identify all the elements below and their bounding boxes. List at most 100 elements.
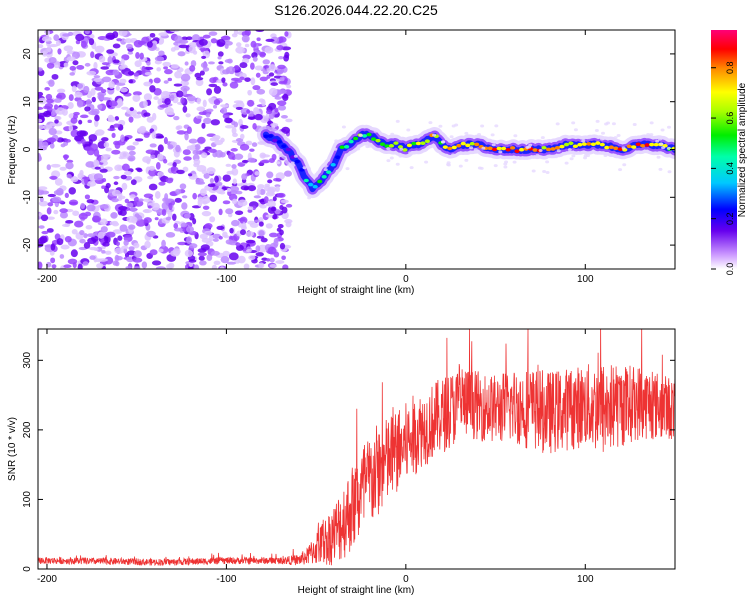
noise-blob bbox=[207, 183, 216, 188]
ridge-noise-blob bbox=[291, 163, 296, 167]
ridge-noise-blob bbox=[542, 169, 547, 173]
noise-blob bbox=[51, 264, 57, 269]
noise-blob bbox=[258, 230, 265, 237]
ridge-point bbox=[581, 142, 587, 146]
ridge-noise-blob bbox=[473, 148, 478, 152]
noise-blob bbox=[151, 131, 157, 140]
noise-blob bbox=[155, 162, 161, 170]
noise-blob bbox=[245, 140, 253, 146]
noise-blob bbox=[186, 126, 192, 135]
ridge-noise-blob bbox=[386, 147, 391, 151]
noise-blob bbox=[109, 221, 115, 226]
ridge-noise-blob bbox=[428, 121, 433, 125]
ridge-point bbox=[487, 146, 493, 151]
noise-blob bbox=[234, 79, 243, 83]
noise-blob bbox=[273, 251, 280, 258]
ridge-noise-blob bbox=[618, 168, 623, 172]
ridge-noise-blob bbox=[545, 170, 550, 174]
spectrogram-y-tick-label: 20 bbox=[22, 48, 33, 60]
noise-blob bbox=[75, 33, 85, 42]
noise-blob bbox=[212, 238, 219, 242]
noise-blob bbox=[90, 51, 95, 59]
noise-blob bbox=[66, 56, 76, 62]
noise-blob bbox=[258, 262, 265, 269]
noise-blob bbox=[53, 98, 62, 103]
figure-title: S126.2026.044.22.20.C25 bbox=[274, 2, 438, 18]
noise-blob bbox=[205, 108, 214, 113]
noise-blob bbox=[267, 179, 273, 184]
ridge-noise-blob bbox=[504, 160, 509, 164]
noise-blob bbox=[59, 254, 65, 259]
ridge-noise-blob bbox=[333, 147, 338, 151]
noise-blob bbox=[154, 217, 159, 221]
ridge-point bbox=[335, 155, 341, 160]
noise-blob bbox=[175, 188, 182, 195]
noise-blob bbox=[149, 249, 158, 256]
noise-blob bbox=[248, 255, 256, 261]
noise-blob bbox=[176, 125, 183, 130]
noise-blob bbox=[68, 199, 79, 206]
noise-blob bbox=[59, 211, 68, 219]
noise-blob bbox=[54, 119, 59, 124]
noise-blob bbox=[48, 79, 55, 87]
noise-blob bbox=[240, 125, 249, 130]
ridge-noise-blob bbox=[656, 155, 661, 159]
noise-blob bbox=[93, 159, 100, 166]
ridge-point bbox=[590, 142, 596, 147]
ridge-noise-blob bbox=[271, 125, 276, 129]
noise-blob bbox=[120, 134, 125, 143]
noise-blob bbox=[222, 82, 228, 87]
ridge-noise-blob bbox=[667, 125, 672, 129]
noise-blob bbox=[84, 106, 91, 112]
noise-blob bbox=[129, 107, 134, 112]
noise-blob bbox=[38, 97, 47, 105]
ridge-noise-blob bbox=[540, 136, 545, 140]
ridge-point bbox=[568, 141, 574, 146]
ridge-noise-blob bbox=[554, 155, 559, 159]
noise-blob bbox=[177, 241, 188, 246]
spectrogram-x-label: Height of straight line (km) bbox=[298, 285, 415, 296]
noise-blob bbox=[39, 47, 49, 55]
noise-blob bbox=[48, 128, 57, 136]
noise-blob bbox=[119, 224, 128, 232]
noise-blob bbox=[255, 72, 261, 78]
noise-blob bbox=[210, 250, 220, 256]
noise-blob bbox=[244, 77, 251, 82]
ridge-noise-blob bbox=[632, 123, 637, 127]
noise-blob bbox=[158, 32, 169, 37]
noise-blob bbox=[208, 61, 215, 65]
noise-blob bbox=[67, 258, 78, 265]
noise-blob bbox=[183, 213, 191, 219]
ridge-noise-blob bbox=[512, 160, 517, 164]
noise-blob bbox=[257, 184, 265, 190]
noise-blob bbox=[180, 222, 188, 228]
noise-blob bbox=[256, 37, 261, 42]
noise-blob bbox=[237, 217, 246, 222]
noise-blob bbox=[169, 94, 175, 101]
noise-blob bbox=[92, 215, 101, 223]
noise-blob bbox=[66, 159, 74, 163]
noise-blob bbox=[202, 34, 211, 39]
noise-blob bbox=[184, 132, 189, 141]
noise-blob bbox=[161, 201, 169, 210]
noise-blob bbox=[247, 157, 256, 163]
noise-blob bbox=[157, 171, 164, 177]
noise-blob bbox=[265, 214, 275, 218]
noise-blob bbox=[154, 190, 161, 199]
noise-blob bbox=[233, 100, 244, 104]
noise-blob bbox=[53, 104, 59, 110]
noise-blob bbox=[38, 106, 44, 111]
noise-blob bbox=[150, 154, 156, 159]
noise-blob bbox=[194, 72, 202, 79]
noise-blob bbox=[131, 216, 138, 224]
noise-blob bbox=[216, 225, 225, 230]
noise-blob bbox=[94, 119, 99, 128]
noise-blob bbox=[176, 130, 186, 135]
noise-blob bbox=[101, 97, 111, 101]
noise-blob bbox=[163, 158, 168, 164]
noise-blob bbox=[206, 167, 216, 175]
noise-blob bbox=[193, 264, 200, 269]
noise-blob bbox=[56, 238, 64, 246]
noise-blob bbox=[231, 219, 240, 227]
noise-blob bbox=[128, 246, 135, 251]
